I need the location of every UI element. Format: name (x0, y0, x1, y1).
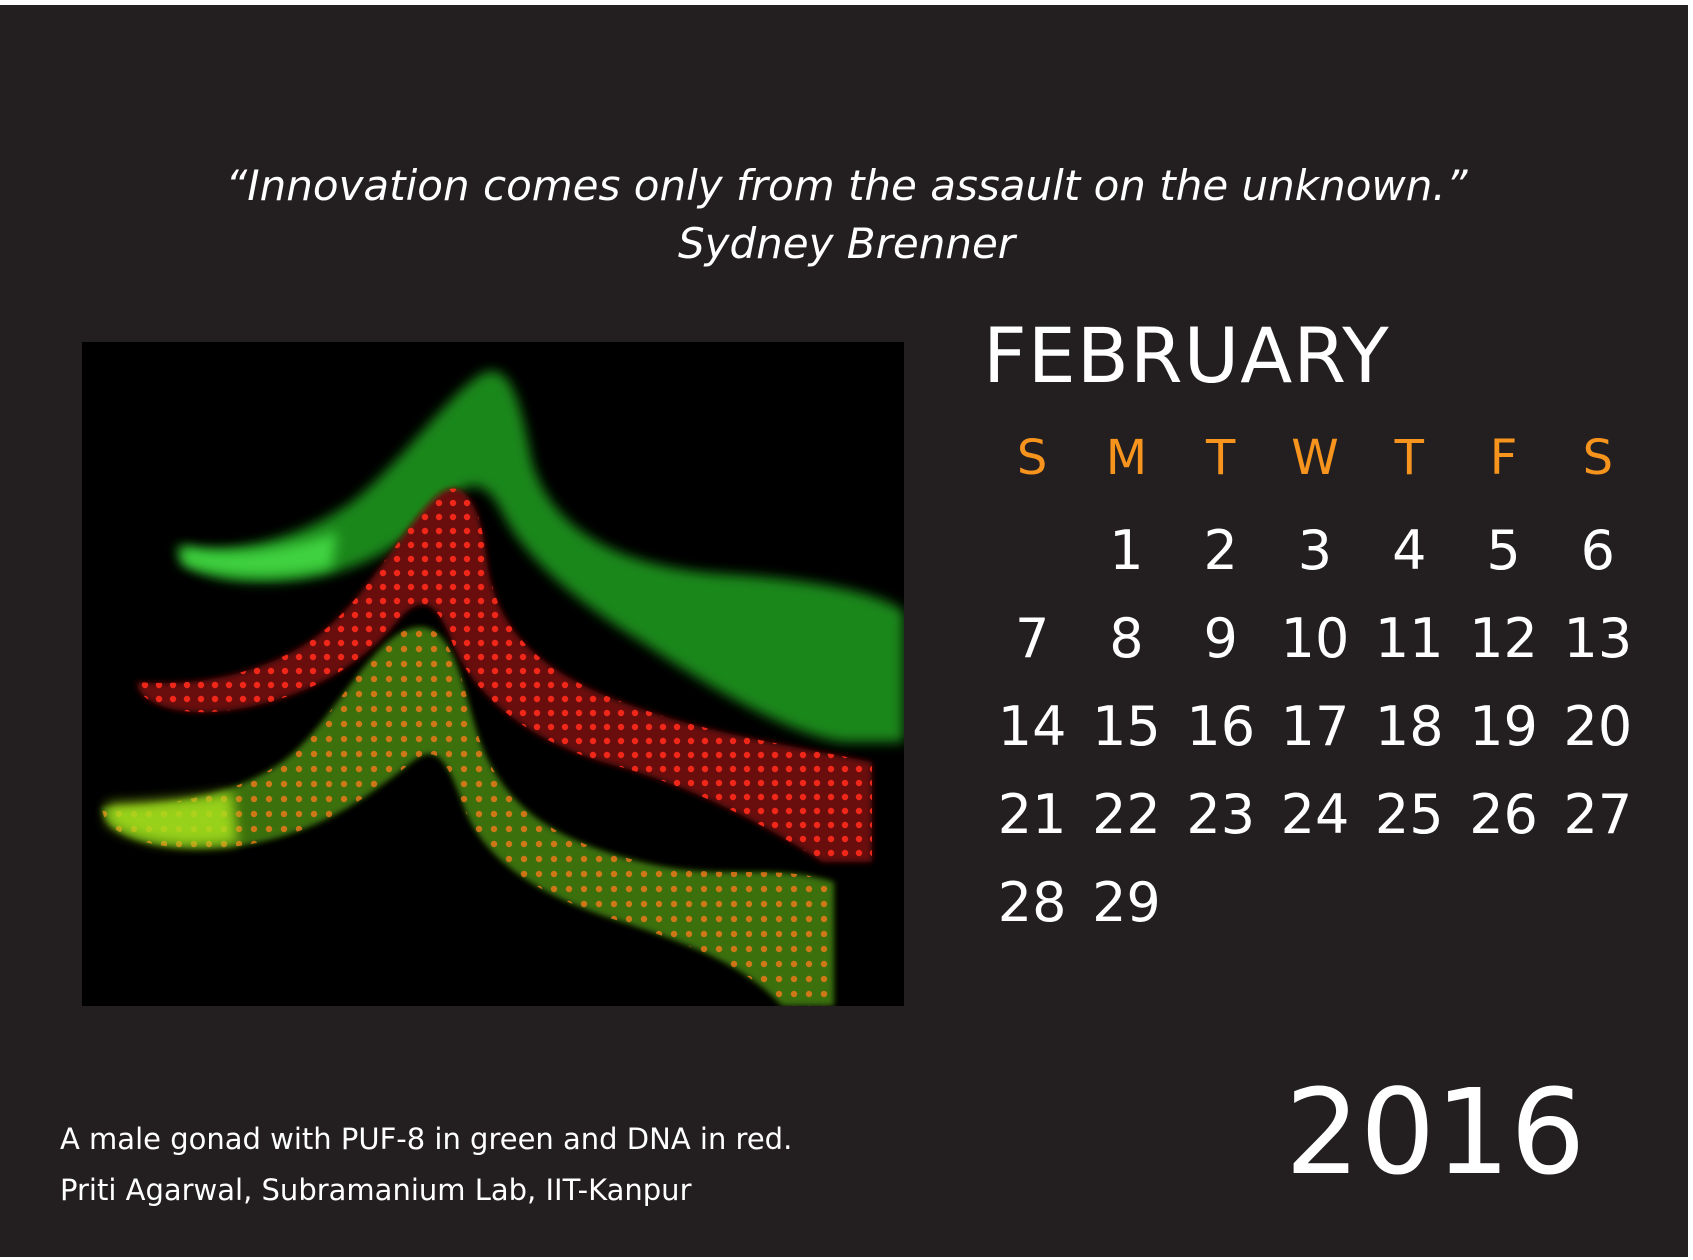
day-cell: 26 (1469, 782, 1538, 846)
week-row: 1 2 3 4 5 6 (985, 506, 1645, 594)
day-cell: 28 (997, 870, 1067, 934)
day-cell: 22 (1092, 782, 1161, 846)
gonad-fluorescence-picture (82, 342, 904, 1006)
day-cell: 25 (1374, 782, 1444, 846)
quote-text: “Innovation comes only from the assault … (225, 161, 1468, 210)
day-cell: 13 (1563, 606, 1633, 670)
week-row: 28 29 (985, 858, 1645, 946)
week-row: 21 22 23 24 25 26 27 (985, 770, 1645, 858)
day-cell: 4 (1392, 518, 1427, 582)
day-cell: 7 (1014, 606, 1050, 670)
day-cell: 14 (997, 694, 1067, 758)
day-cell: 16 (1186, 694, 1256, 758)
quote-author: Sydney Brenner (677, 219, 1016, 268)
month-title: FEBRUARY (983, 311, 1390, 400)
day-cell: 10 (1280, 606, 1350, 670)
day-cell: 17 (1280, 694, 1350, 758)
weekday-header: T (1394, 430, 1424, 486)
day-cell: 8 (1109, 606, 1144, 670)
weekday-header: S (1582, 430, 1614, 486)
day-cell: 18 (1374, 694, 1444, 758)
weekday-header: W (1291, 430, 1339, 486)
day-cell: 19 (1469, 694, 1538, 758)
day-cell: 9 (1203, 606, 1238, 670)
day-cell: 24 (1280, 782, 1350, 846)
day-cell: 15 (1092, 694, 1161, 758)
weekday-header: T (1206, 430, 1236, 486)
day-cell: 20 (1563, 694, 1633, 758)
day-cell: 23 (1186, 782, 1256, 846)
weekday-header: F (1489, 430, 1518, 486)
day-cell: 2 (1203, 518, 1238, 582)
microscopy-image (82, 342, 904, 1006)
day-cell: 21 (997, 782, 1067, 846)
calendar-grid: S M T W T F S 1 2 3 4 5 6 7 8 9 10 11 12… (985, 430, 1645, 946)
day-cell: 1 (1109, 518, 1144, 582)
year-label: 2016 (1285, 1063, 1586, 1201)
weekday-header: S (1016, 430, 1048, 486)
day-cell: 6 (1580, 518, 1615, 582)
week-row: 14 15 16 17 18 19 20 (985, 682, 1645, 770)
image-caption: A male gonad with PUF-8 in green and DNA… (60, 1122, 793, 1156)
week-row: 7 8 9 10 11 12 13 (985, 594, 1645, 682)
day-cell: 27 (1563, 782, 1633, 846)
day-cell: 12 (1469, 606, 1538, 670)
weekday-header-row: S M T W T F S (985, 430, 1645, 502)
day-cell: 11 (1374, 606, 1444, 670)
weekday-header: M (1105, 430, 1148, 486)
day-cell: 3 (1297, 518, 1333, 582)
calendar-page: “Innovation comes only from the assault … (0, 5, 1688, 1257)
image-credit: Priti Agarwal, Subramanium Lab, IIT-Kanp… (60, 1173, 692, 1207)
day-cell: 5 (1486, 518, 1521, 582)
day-cell: 29 (1092, 870, 1161, 934)
